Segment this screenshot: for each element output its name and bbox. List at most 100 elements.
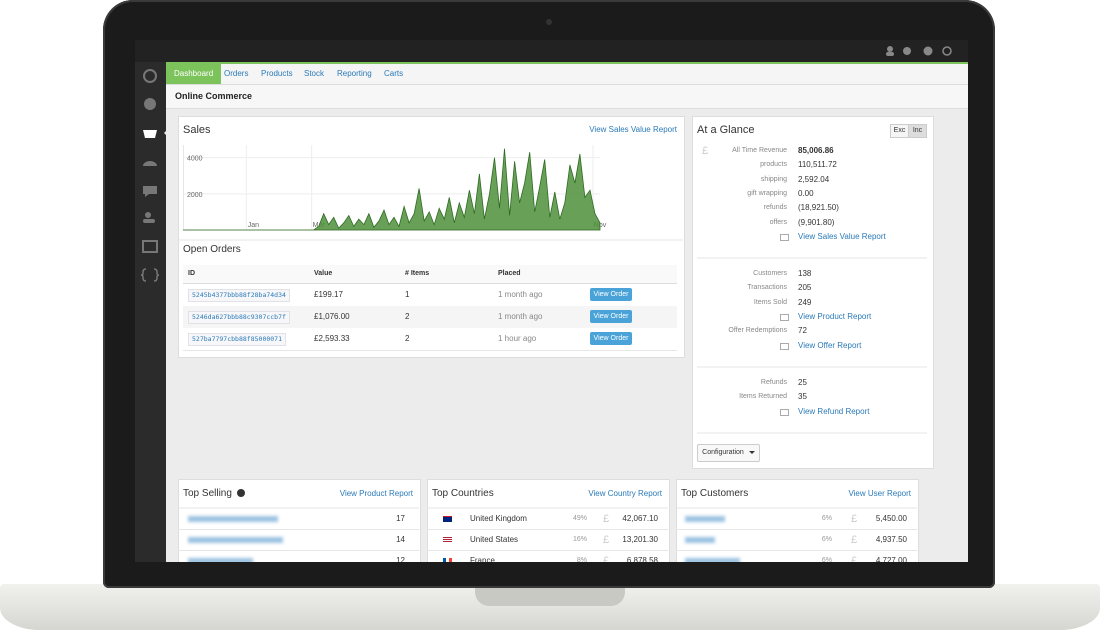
panel-link[interactable]: View Product Report (339, 489, 413, 498)
view-order-button[interactable]: View Order (590, 310, 632, 323)
row-divider (676, 529, 917, 530)
glance-value: 35 (798, 392, 807, 402)
glance-label: offers (769, 218, 787, 226)
quantity: 12 (396, 556, 405, 562)
amount: 13,201.30 (622, 535, 658, 544)
glance-value: 138 (798, 269, 812, 278)
column-header: ID (188, 270, 195, 277)
glance-value: 2,592.04 (798, 174, 830, 184)
share: 16% (572, 536, 587, 543)
section-title: Open Orders (183, 244, 241, 255)
quantity: 17 (396, 514, 405, 523)
page-title: Online Commerce (175, 91, 253, 101)
currency-icon: £ (851, 555, 858, 562)
glance-value: (18,921.50) (798, 203, 839, 213)
nav-tab[interactable]: Products (261, 69, 293, 78)
currency-icon: £ (603, 513, 610, 525)
order-placed: 1 month ago (498, 312, 543, 321)
nav-tab[interactable]: Orders (224, 69, 249, 78)
glance-label: Customers (753, 270, 787, 277)
order-items: 1 (405, 290, 410, 299)
table-row (183, 328, 677, 351)
nav-tab[interactable]: Carts (384, 69, 404, 78)
glance-label: gift wrapping (747, 189, 787, 197)
toggle-button[interactable]: Inc (908, 124, 927, 138)
sales-chart: 20004000JanMarNov (183, 145, 607, 231)
row-divider (178, 550, 419, 551)
order-placed: 1 month ago (498, 290, 543, 299)
country: France (470, 556, 495, 562)
glance-link[interactable]: View Offer Report (798, 340, 862, 350)
top-countries-panel (427, 479, 670, 562)
panel-link[interactable]: View User Report (848, 489, 911, 498)
order-id: 5245b4377bbb88f28ba74d34 (188, 289, 290, 302)
glance-link[interactable]: View Sales Value Report (798, 231, 886, 241)
share: 6% (821, 515, 832, 522)
mail-icon (780, 233, 789, 241)
column-header: Placed (498, 270, 521, 277)
panel-title: At a Glance (697, 124, 755, 136)
panel-title: Sales (183, 124, 211, 136)
glance-link[interactable]: View Product Report (798, 311, 872, 321)
row-divider (427, 550, 668, 551)
currency-icon: £ (603, 534, 610, 546)
view-order-button[interactable]: View Order (590, 288, 632, 301)
nav-tab[interactable]: Reporting (337, 69, 372, 78)
glance-value: 72 (798, 326, 807, 336)
order-id: 527ba7797cbb88f85000071 (188, 333, 287, 346)
amount: 6,878.58 (626, 556, 658, 562)
blurred-name (685, 537, 715, 543)
row-divider (178, 529, 419, 530)
sidebar (135, 62, 166, 562)
bottom-bezel (135, 562, 968, 582)
share: 6% (821, 557, 832, 562)
info-icon (237, 489, 245, 497)
order-value: £1,076.00 (314, 312, 350, 321)
x-tick-label: Jan (248, 222, 259, 229)
country: United States (470, 535, 519, 544)
config-button[interactable]: Configuration (697, 444, 760, 462)
quantity: 14 (396, 535, 405, 544)
glance-value: 249 (798, 297, 812, 307)
top-bar (135, 40, 968, 62)
flag (443, 537, 452, 543)
order-items: 2 (405, 334, 410, 343)
glance-value: 0.00 (798, 188, 814, 198)
y-tick-label: 2000 (187, 192, 203, 199)
amount: 4,937.50 (875, 535, 907, 544)
glance-label: refunds (763, 204, 787, 212)
panel-link[interactable]: View Country Report (588, 489, 662, 498)
order-items: 2 (405, 312, 410, 321)
toggle-button[interactable]: Exc (890, 124, 909, 138)
title-bar (166, 84, 968, 109)
amount: 4,727.00 (875, 556, 907, 562)
mail-icon (780, 408, 789, 416)
glance-label: Transactions (747, 284, 787, 292)
y-tick-label: 4000 (187, 156, 203, 163)
share: 8% (576, 557, 587, 562)
order-id: 5246da627bbb88c9307ccb7f (188, 311, 290, 324)
view-order-button[interactable]: View Order (590, 332, 632, 345)
glance-label: Offer Redemptions (728, 327, 787, 335)
panel-title: Top Customers (681, 488, 749, 499)
share: 6% (821, 536, 832, 543)
column-header: # Items (405, 270, 430, 277)
glance-label: shipping (760, 175, 787, 183)
screen: 20004000JanMarNov DashboardOrdersProduct… (135, 40, 968, 562)
nav-tab[interactable]: Stock (304, 69, 325, 78)
panel-title: Top Countries (432, 488, 494, 499)
glance-panel (692, 116, 934, 469)
nav-tab-active[interactable]: Dashboard (166, 64, 222, 84)
glance-link[interactable]: View Refund Report (798, 406, 870, 416)
top-accent (166, 62, 968, 64)
order-value: £2,593.33 (314, 334, 350, 343)
order-placed: 1 hour ago (498, 334, 537, 343)
share: 49% (572, 515, 587, 522)
glance-label: Refunds (760, 379, 787, 386)
mail-icon (780, 313, 789, 321)
currency-icon: £ (851, 513, 858, 525)
order-value: £199.17 (314, 290, 343, 299)
panel-link[interactable]: View Sales Value Report (589, 125, 677, 134)
amount: 5,450.00 (875, 514, 907, 523)
